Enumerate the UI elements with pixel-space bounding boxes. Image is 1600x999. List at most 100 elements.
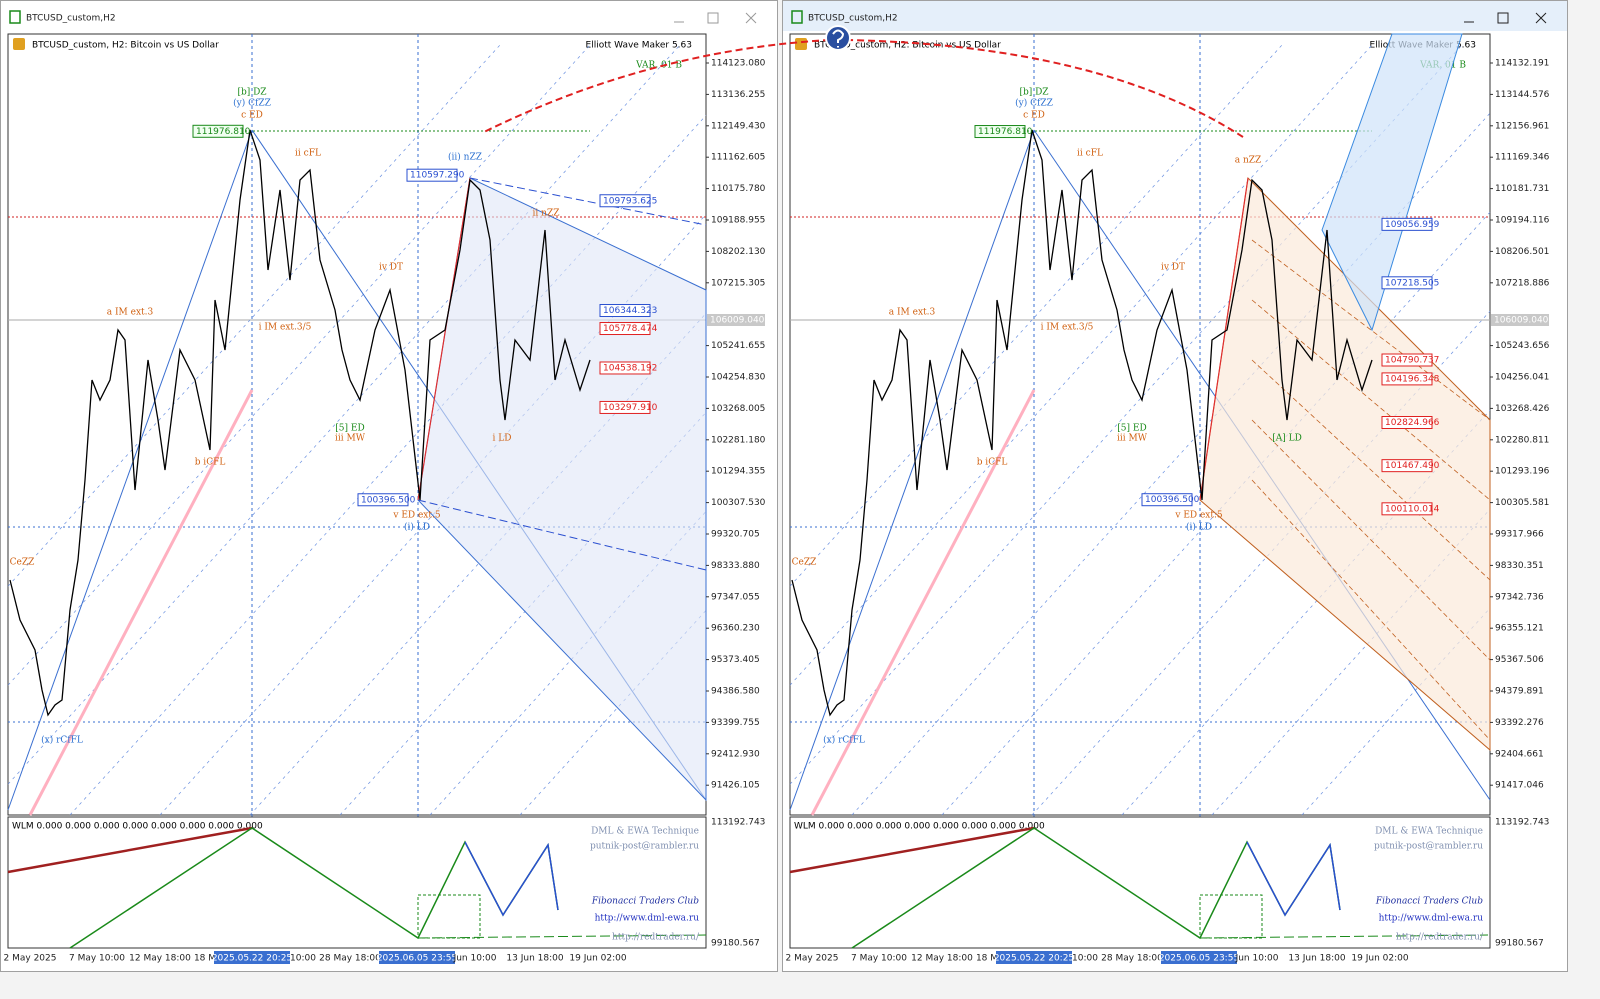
price-tag-box (599, 361, 651, 375)
date-axis-label: 2025.05.22 20:25 (212, 954, 292, 964)
price-axis-label: 109194.116 (1495, 216, 1550, 226)
date-axis-label: Jun 10:00 (453, 954, 497, 964)
wave-label: ii nZZ (533, 209, 560, 219)
close-button[interactable] (1535, 12, 1547, 24)
price-axis-label: 97342.736 (1495, 592, 1544, 602)
price-axis-label: 99317.966 (1495, 530, 1544, 540)
channel-line (7, 129, 253, 811)
price-axis-label: 94379.891 (1495, 687, 1544, 697)
price-axis-label: 92404.661 (1495, 749, 1544, 759)
indicator-axis-label: 113192.743 (711, 818, 765, 828)
maximize-button[interactable] (707, 12, 719, 24)
date-axis-label: 7 May 10:00 (851, 954, 907, 964)
chart-window: BTCUSD_custom,H2 BTCUSD_custom, H2: Bitco… (0, 0, 778, 972)
price-axis-label: 113144.576 (1495, 90, 1550, 100)
credit-text: http://www.dml-ewa.ru (1379, 914, 1484, 924)
price-axis-label: 101294.355 (711, 467, 765, 477)
current-price-box (707, 314, 765, 326)
wave-label: v ED ext.5 (392, 511, 440, 521)
credit-text: DML & EWA Technique (1375, 827, 1483, 837)
wave-label: (y) CfZZ (233, 98, 271, 109)
indicator-axis-label: 113192.743 (1495, 818, 1549, 828)
date-axis-label: 2025.06.05 23:55 (1159, 954, 1239, 964)
date-axis-label: 2025.06.05 23:55 (377, 954, 457, 964)
price-axis-label: 94386.580 (711, 687, 760, 697)
wave-label: v ED ext.5 (1174, 511, 1222, 521)
price-tag: 101467.490 (1385, 461, 1440, 471)
wave-label: iv DT (1161, 263, 1185, 273)
date-axis-label: 10:00 (290, 954, 316, 964)
price-axis-label: 114123.080 (711, 59, 766, 69)
chart-drawings (789, 33, 1491, 948)
date-axis-label: Jun 10:00 (1235, 954, 1279, 964)
wave-label: a IM ext.3 (107, 308, 154, 318)
price-axis-label: 113136.255 (711, 90, 765, 100)
price-axis-label: 99320.705 (711, 530, 760, 540)
channel-line (159, 214, 707, 816)
channel-line (7, 44, 501, 587)
wave-label: [5] ED (335, 424, 364, 434)
close-button[interactable] (745, 12, 757, 24)
price-tag: 104538.192 (603, 363, 657, 373)
price-tag-box (1381, 353, 1433, 367)
credit-text: DML & EWA Technique (591, 827, 699, 837)
price-axis-label: 108202.130 (711, 247, 766, 257)
help-glyph (832, 29, 845, 48)
price-series (791, 129, 1373, 717)
price-axis-label: 98333.880 (711, 561, 760, 571)
fib-line (1251, 479, 1491, 741)
wave-label: ii cFL (1077, 149, 1103, 159)
wave-label: i LD (493, 434, 512, 444)
fib-line (417, 177, 471, 501)
price-axis-label: 102281.180 (711, 435, 766, 445)
indicator-line (417, 934, 707, 939)
channel-line (249, 313, 707, 816)
price-axis-label: 93399.755 (711, 718, 760, 728)
price-tag-box (192, 124, 244, 138)
wave-label: i IM ext.3/5 (259, 323, 312, 333)
date-highlight (214, 951, 290, 964)
credit-text: http://redtrader.ru/ (612, 933, 700, 943)
wave-label: (x) rCfFL (41, 735, 83, 746)
chart-header: BTCUSD_custom, H2: Bitcoin vs US Dollar (32, 41, 219, 51)
price-axis-label: 105243.656 (1495, 341, 1550, 351)
channel-line (429, 511, 707, 816)
credit-text: putnik-post@rambler.ru (1374, 842, 1483, 852)
price-axis-label: 112149.430 (711, 121, 766, 131)
price-tag-box (599, 304, 651, 318)
price-tag: 102824.966 (1385, 418, 1440, 428)
maximize-button[interactable] (1497, 12, 1509, 24)
symbol-icon (795, 38, 807, 50)
price-tag: 110597.290 (410, 171, 465, 181)
tool-name: Elliott Wave Maker 5.63 (586, 41, 692, 51)
price-tag-box (1381, 415, 1433, 429)
sync-arrow (481, 39, 831, 134)
price-tag-box (1381, 276, 1433, 290)
wave-label: (i) LD (1186, 522, 1212, 533)
chart-window: BTCUSD_custom,H2 BTCUSD_custom, H2: Bitco… (782, 0, 1568, 972)
price-tag-box (1381, 217, 1433, 231)
help-icon[interactable] (825, 25, 851, 51)
price-tag-box (1381, 372, 1433, 386)
price-axis-label: 100307.530 (711, 498, 766, 508)
date-axis-label: 7 May 10:00 (69, 954, 125, 964)
price-tag-box (599, 400, 651, 414)
indicator-line (1199, 934, 1489, 939)
channel-line (789, 44, 1283, 587)
wave-label: iv DT (379, 263, 403, 273)
price-axis-label: 92412.930 (711, 749, 760, 759)
price-axis-label: 107218.886 (1495, 278, 1550, 288)
projection-channel (1321, 33, 1463, 332)
wave-label: i IM ext.3/5 (1041, 323, 1094, 333)
date-axis-label: 10:00 (1072, 954, 1098, 964)
date-axis-label: 18 M (194, 954, 216, 964)
channel-line (7, 44, 591, 686)
price-tag: 109793.625 (603, 196, 657, 206)
price-tag: 104196.348 (1385, 374, 1440, 384)
price-axis-label: 105241.655 (711, 341, 765, 351)
date-axis-label: 28 May 18:00 (1101, 954, 1163, 964)
price-axis-label: 112156.961 (1495, 121, 1549, 131)
channel-line (810, 389, 1036, 816)
price-axis-label: 107215.305 (711, 278, 765, 288)
